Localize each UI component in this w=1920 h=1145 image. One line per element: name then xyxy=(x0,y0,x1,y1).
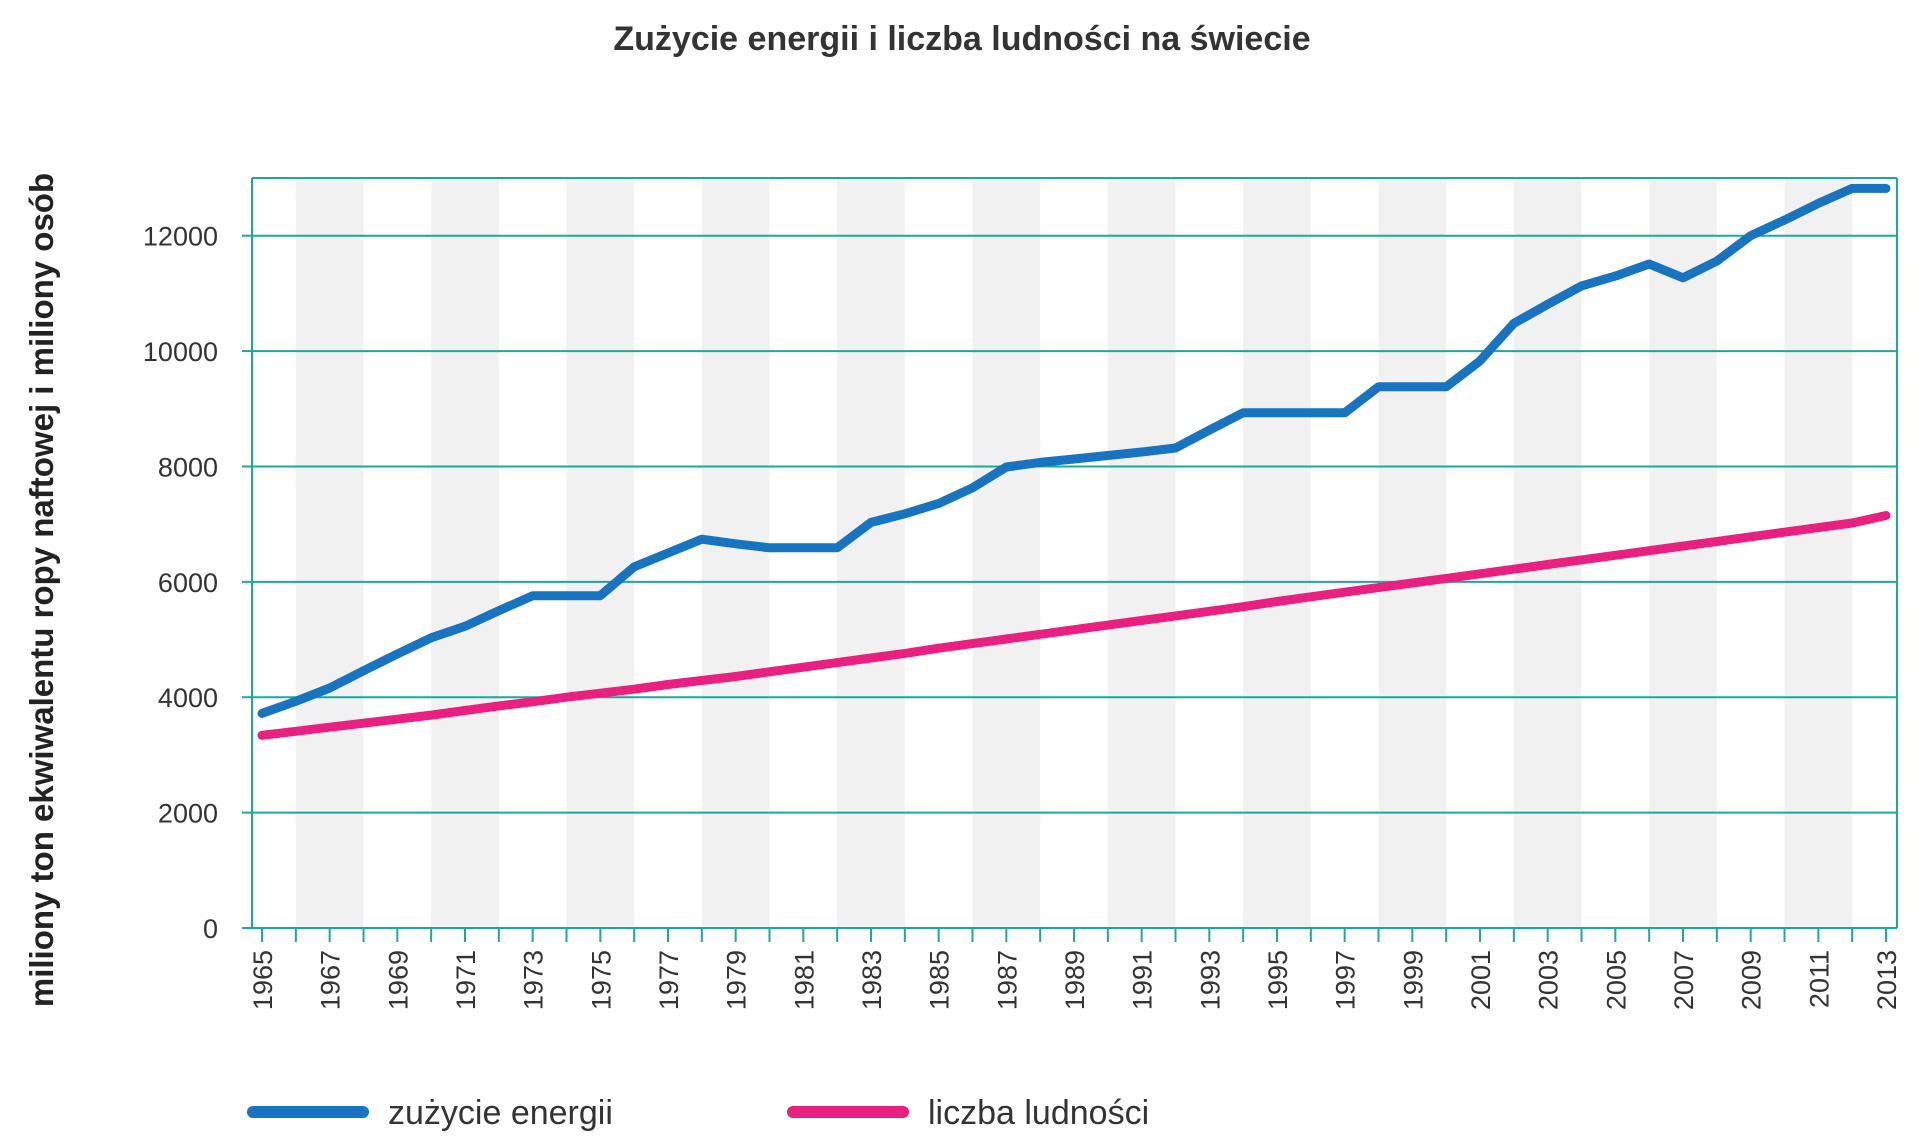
x-tick-label: 1965 xyxy=(248,950,278,1010)
x-tick-label: 1975 xyxy=(586,950,616,1010)
x-tick-label: 1993 xyxy=(1195,950,1225,1010)
legend: zużycie energii liczba ludności xyxy=(247,1094,1149,1132)
x-tick-label: 1989 xyxy=(1060,950,1090,1010)
x-tick-label: 1969 xyxy=(383,950,413,1010)
legend-label-0: zużycie energii xyxy=(388,1094,613,1132)
series-line-1 xyxy=(257,511,1891,740)
y-tick-label: 2000 xyxy=(158,799,218,829)
background-band xyxy=(1243,178,1311,928)
background-band xyxy=(1784,178,1853,928)
series-line-0 xyxy=(257,183,1891,718)
x-tick-label: 1991 xyxy=(1128,950,1158,1010)
background-band xyxy=(295,178,364,928)
background-band xyxy=(1378,178,1447,928)
background-bands xyxy=(295,178,1853,928)
plot-frame xyxy=(242,177,1898,942)
y-tick-label: 12000 xyxy=(143,222,218,252)
x-tick-label: 2005 xyxy=(1601,950,1631,1010)
x-tick-label: 2001 xyxy=(1466,950,1496,1010)
y-tick-label: 0 xyxy=(203,914,218,944)
x-tick-label: 1997 xyxy=(1331,950,1361,1010)
background-band xyxy=(431,178,499,928)
x-tick-label: 1987 xyxy=(992,950,1022,1010)
x-tick-label: 1971 xyxy=(451,950,481,1010)
y-tick-label: 6000 xyxy=(158,568,218,598)
x-tick-label: 1977 xyxy=(654,950,684,1010)
x-tick-label: 2009 xyxy=(1737,950,1767,1010)
y-tick-label: 10000 xyxy=(143,337,218,367)
x-tick-label: 1973 xyxy=(519,950,549,1010)
series-lines xyxy=(257,183,1891,740)
y-axis-label: miliony ton ekwiwalentu ropy naftowej i … xyxy=(23,173,60,1007)
x-tick-labels: 1965 1967 1969 1971 1973 1975 1977 1979 1981 1983… xyxy=(248,950,1902,1010)
background-band xyxy=(837,178,905,928)
x-tick-label: 1983 xyxy=(857,950,887,1010)
x-tick-label: 2003 xyxy=(1534,950,1564,1010)
x-tick-label: 1999 xyxy=(1398,950,1428,1010)
background-band xyxy=(972,178,1041,928)
y-tick-label: 8000 xyxy=(158,452,218,482)
chart-title: Zużycie energii i liczba ludności na świ… xyxy=(613,20,1310,58)
x-tick-label: 1995 xyxy=(1263,950,1293,1010)
y-tick-label: 4000 xyxy=(158,683,218,713)
gridlines xyxy=(252,234,1897,814)
y-tick-labels: 0 2000 4000 6000 8000 10000 12000 xyxy=(143,222,218,944)
legend-label-1: liczba ludności xyxy=(928,1094,1149,1132)
x-tick-label: 1979 xyxy=(722,950,752,1010)
background-band xyxy=(566,178,635,928)
x-tick-label: 1981 xyxy=(789,950,819,1010)
x-tick-label: 2011 xyxy=(1804,950,1834,1008)
x-tick-label: 1985 xyxy=(925,950,955,1010)
x-tick-label: 1967 xyxy=(316,950,346,1010)
x-tick-label: 2013 xyxy=(1872,950,1902,1010)
background-band xyxy=(701,178,770,928)
x-tick-label: 2007 xyxy=(1669,950,1699,1010)
background-band xyxy=(1107,178,1176,928)
